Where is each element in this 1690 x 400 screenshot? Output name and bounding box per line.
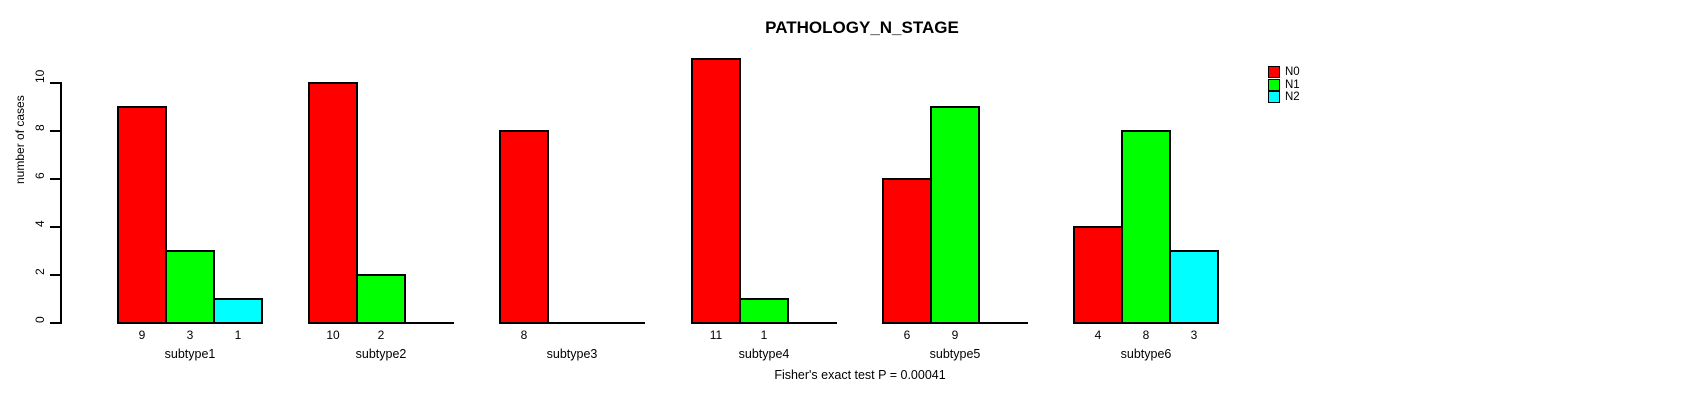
legend-item-N1: N1 bbox=[1268, 78, 1300, 91]
category-label-subtype4: subtype4 bbox=[738, 347, 790, 361]
category-label-subtype1: subtype1 bbox=[164, 347, 216, 361]
y-tick bbox=[50, 226, 60, 228]
category-label-subtype2: subtype2 bbox=[355, 347, 407, 361]
category-label-subtype5: subtype5 bbox=[929, 347, 981, 361]
bar-value-label: 10 bbox=[326, 328, 340, 342]
bar-N0-subtype6 bbox=[1073, 226, 1123, 324]
bar-value-label: 3 bbox=[186, 328, 194, 342]
y-tick bbox=[50, 130, 60, 132]
legend-swatch-N2 bbox=[1268, 91, 1280, 104]
y-tick bbox=[50, 274, 60, 276]
bar-value-label: 8 bbox=[520, 328, 528, 342]
bar-N1-subtype5 bbox=[930, 106, 980, 324]
bar-N2-subtype6 bbox=[1169, 250, 1219, 324]
legend-label-N2: N2 bbox=[1285, 91, 1300, 104]
bar-N1-subtype2 bbox=[356, 274, 406, 324]
bar-N1-subtype4 bbox=[739, 298, 789, 324]
y-tick bbox=[50, 178, 60, 180]
bar-value-label: 8 bbox=[1142, 328, 1150, 342]
bar-value-label: 1 bbox=[234, 328, 242, 342]
bar-N0-subtype4 bbox=[691, 58, 741, 324]
y-axis-line bbox=[60, 82, 62, 324]
bar-value-label: 2 bbox=[377, 328, 385, 342]
bar-N0-subtype2 bbox=[308, 82, 358, 324]
bar-value-label: 9 bbox=[138, 328, 146, 342]
annotation-text: Fisher's exact test P = 0.00041 bbox=[774, 368, 946, 382]
group-baseline bbox=[499, 322, 645, 324]
bar-value-label: 4 bbox=[1094, 328, 1102, 342]
y-tick bbox=[50, 82, 60, 84]
legend-label-N0: N0 bbox=[1285, 66, 1300, 78]
chart-title: PATHOLOGY_N_STAGE bbox=[765, 18, 959, 37]
legend-swatch-N1 bbox=[1268, 78, 1280, 91]
bar-N0-subtype1 bbox=[117, 106, 167, 324]
legend-item-N0: N0 bbox=[1268, 66, 1300, 78]
legend-item-N2: N2 bbox=[1268, 91, 1300, 104]
bar-value-label: 3 bbox=[1190, 328, 1198, 342]
bar-N0-subtype3 bbox=[499, 130, 549, 324]
category-label-subtype3: subtype3 bbox=[546, 347, 598, 361]
category-label-subtype6: subtype6 bbox=[1120, 347, 1172, 361]
bar-N0-subtype5 bbox=[882, 178, 932, 324]
bar-N2-subtype1 bbox=[213, 298, 263, 324]
legend-label-N1: N1 bbox=[1285, 78, 1300, 91]
bar-N1-subtype1 bbox=[165, 250, 215, 324]
y-tick bbox=[50, 322, 60, 324]
bar-value-label: 11 bbox=[709, 328, 723, 342]
bar-value-label: 6 bbox=[903, 328, 911, 342]
bar-value-label: 1 bbox=[760, 328, 768, 342]
legend-swatch-N0 bbox=[1268, 66, 1280, 78]
bar-value-label: 9 bbox=[951, 328, 959, 342]
bar-N1-subtype6 bbox=[1121, 130, 1171, 324]
